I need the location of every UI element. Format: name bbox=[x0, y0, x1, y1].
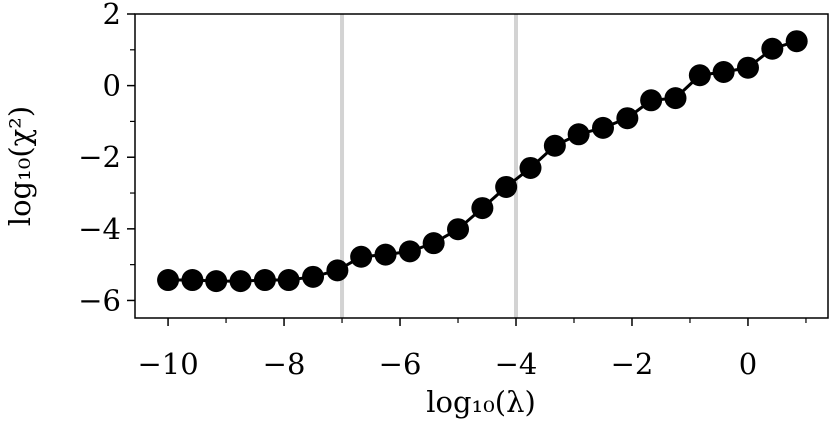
data-point bbox=[495, 175, 518, 198]
y-tick-label: 2 bbox=[103, 0, 121, 31]
data-point bbox=[229, 270, 252, 293]
data-point bbox=[253, 269, 276, 292]
x-tick-label: −10 bbox=[137, 347, 198, 381]
data-point bbox=[350, 245, 373, 268]
data-point bbox=[736, 56, 759, 79]
data-point bbox=[688, 64, 711, 87]
data-point bbox=[543, 134, 566, 157]
y-tick-label: −2 bbox=[78, 140, 121, 174]
x-tick-label: −2 bbox=[611, 347, 654, 381]
data-point bbox=[422, 232, 445, 255]
data-point bbox=[277, 269, 300, 292]
data-point bbox=[640, 89, 663, 112]
data-point bbox=[471, 197, 494, 220]
data-point bbox=[519, 156, 542, 179]
data-point bbox=[302, 265, 325, 288]
data-point bbox=[181, 269, 204, 292]
data-point bbox=[761, 37, 784, 60]
data-point bbox=[712, 61, 735, 84]
data-point bbox=[616, 107, 639, 130]
x-axis-label: log₁₀(λ) bbox=[426, 385, 536, 419]
y-tick-label: −6 bbox=[78, 283, 121, 317]
data-point bbox=[326, 259, 349, 282]
data-point bbox=[398, 240, 421, 263]
x-tick-label: −8 bbox=[263, 347, 306, 381]
data-point bbox=[567, 123, 590, 146]
plot-frame bbox=[134, 13, 829, 319]
y-axis-label: log₁₀(χ²) bbox=[3, 106, 37, 226]
x-tick-label: 0 bbox=[739, 347, 757, 381]
y-tick-label: 0 bbox=[103, 69, 121, 103]
data-point bbox=[447, 218, 470, 241]
data-point bbox=[157, 269, 180, 292]
data-point bbox=[374, 243, 397, 266]
x-tick-label: −4 bbox=[495, 347, 538, 381]
y-tick-label: −4 bbox=[78, 212, 121, 246]
data-point bbox=[591, 116, 614, 139]
data-point bbox=[785, 30, 808, 53]
x-tick-label: −6 bbox=[379, 347, 422, 381]
data-point bbox=[664, 87, 687, 110]
data-point bbox=[205, 270, 228, 293]
